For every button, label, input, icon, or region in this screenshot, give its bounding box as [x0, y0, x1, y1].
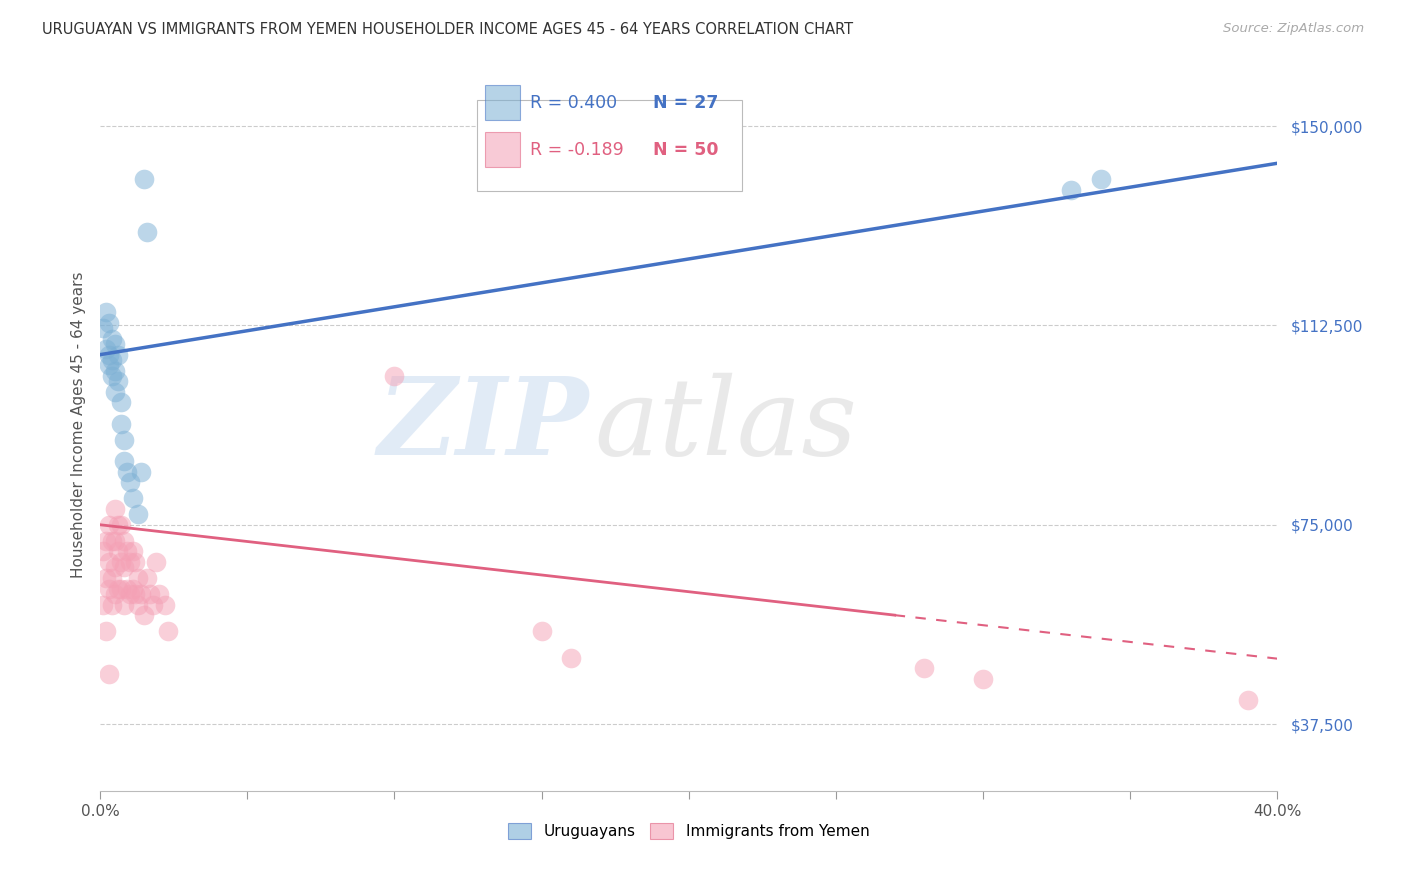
- Point: [121, 491, 143, 506]
- Point: [110, 395, 132, 409]
- Point: [131, 587, 153, 601]
- Point: [101, 332, 124, 346]
- Point: [112, 533, 135, 548]
- Point: [127, 598, 149, 612]
- Point: [107, 544, 129, 558]
- Point: [104, 560, 127, 574]
- Point: [131, 465, 153, 479]
- Point: [148, 587, 170, 601]
- Point: [127, 507, 149, 521]
- Text: URUGUAYAN VS IMMIGRANTS FROM YEMEN HOUSEHOLDER INCOME AGES 45 - 64 YEARS CORRELA: URUGUAYAN VS IMMIGRANTS FROM YEMEN HOUSE…: [42, 22, 853, 37]
- Point: [112, 454, 135, 468]
- Point: [139, 587, 162, 601]
- Point: [101, 368, 124, 383]
- Point: [101, 353, 124, 368]
- Point: [1237, 693, 1260, 707]
- Text: ZIP: ZIP: [377, 372, 589, 478]
- Point: [530, 624, 553, 639]
- Point: [91, 544, 114, 558]
- Point: [115, 582, 138, 596]
- Point: [112, 598, 135, 612]
- Point: [107, 582, 129, 596]
- Point: [110, 417, 132, 431]
- Point: [104, 384, 127, 399]
- Point: [124, 555, 146, 569]
- Point: [136, 226, 159, 240]
- Point: [101, 571, 124, 585]
- Point: [118, 555, 141, 569]
- Point: [97, 666, 120, 681]
- Point: [94, 624, 117, 639]
- Point: [134, 608, 156, 623]
- Legend: Uruguayans, Immigrants from Yemen: Uruguayans, Immigrants from Yemen: [502, 817, 876, 845]
- Point: [118, 587, 141, 601]
- Text: R = 0.400: R = 0.400: [530, 94, 617, 112]
- Point: [107, 348, 129, 362]
- Point: [156, 624, 179, 639]
- Point: [124, 587, 146, 601]
- Point: [101, 598, 124, 612]
- Point: [94, 343, 117, 357]
- Point: [1090, 172, 1112, 186]
- Point: [110, 517, 132, 532]
- Point: [121, 544, 143, 558]
- Point: [145, 555, 167, 569]
- Point: [97, 359, 120, 373]
- FancyBboxPatch shape: [485, 132, 520, 167]
- Text: Source: ZipAtlas.com: Source: ZipAtlas.com: [1223, 22, 1364, 36]
- Point: [104, 587, 127, 601]
- Point: [97, 517, 120, 532]
- Point: [101, 533, 124, 548]
- Point: [384, 368, 406, 383]
- Point: [110, 582, 132, 596]
- Point: [127, 571, 149, 585]
- Point: [115, 544, 138, 558]
- Point: [91, 321, 114, 335]
- Point: [136, 571, 159, 585]
- Point: [107, 374, 129, 388]
- Point: [560, 650, 582, 665]
- Point: [1060, 183, 1083, 197]
- Point: [97, 555, 120, 569]
- Point: [94, 305, 117, 319]
- Point: [104, 363, 127, 377]
- Point: [104, 337, 127, 351]
- Point: [94, 533, 117, 548]
- Text: N = 27: N = 27: [654, 94, 718, 112]
- Point: [110, 555, 132, 569]
- Point: [97, 348, 120, 362]
- Text: atlas: atlas: [595, 373, 858, 478]
- Point: [112, 433, 135, 447]
- Y-axis label: Householder Income Ages 45 - 64 years: Householder Income Ages 45 - 64 years: [72, 272, 86, 578]
- FancyBboxPatch shape: [477, 100, 742, 191]
- Point: [153, 598, 176, 612]
- Text: N = 50: N = 50: [654, 141, 718, 159]
- Point: [97, 582, 120, 596]
- Point: [118, 475, 141, 490]
- Point: [972, 672, 994, 686]
- Point: [134, 172, 156, 186]
- Point: [107, 517, 129, 532]
- Point: [121, 582, 143, 596]
- Point: [142, 598, 165, 612]
- Point: [97, 316, 120, 330]
- Text: R = -0.189: R = -0.189: [530, 141, 623, 159]
- Point: [912, 661, 935, 675]
- Point: [94, 571, 117, 585]
- Point: [91, 598, 114, 612]
- Point: [104, 501, 127, 516]
- Point: [115, 465, 138, 479]
- Point: [104, 533, 127, 548]
- Point: [112, 560, 135, 574]
- FancyBboxPatch shape: [485, 85, 520, 120]
